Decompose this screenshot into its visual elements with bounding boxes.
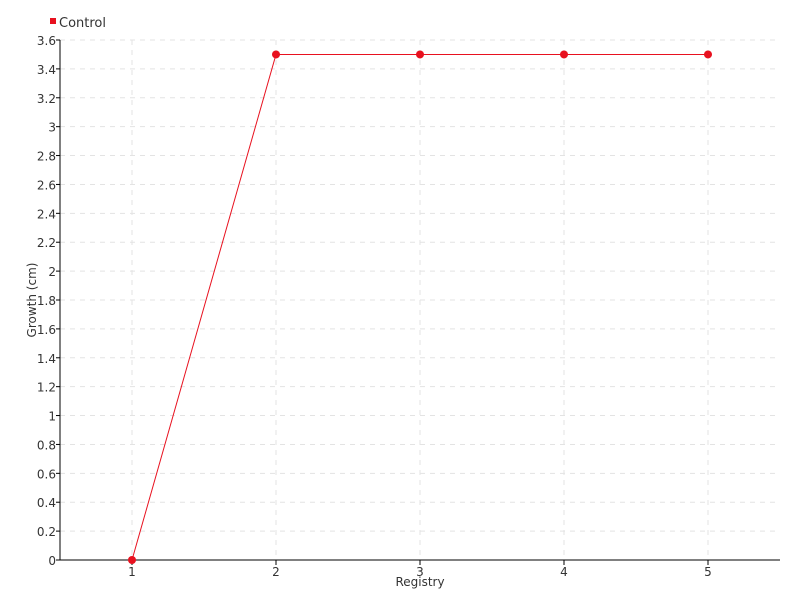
data-point [416,50,424,59]
x-axis-label: Registry [395,575,444,589]
y-tick-label: 2 [48,265,56,279]
x-tick-label: 1 [128,565,136,579]
axes: 0 0.2 0.4 0.6 0.8 1 1.2 1.4 1.6 1.8 2 2.2 2.4 2.6 2.8 3… [37,34,780,579]
y-tick-label: 3.4 [37,63,56,77]
y-tick-label: 2.8 [37,150,56,164]
y-tick-label: 3.6 [37,34,56,48]
data-point [560,50,568,59]
y-axis-label: Growth (cm) [25,263,39,338]
y-tick-label: 0.2 [37,525,56,539]
legend-swatch [50,18,56,24]
y-tick-label: 1.6 [37,323,56,337]
y-tick-label: 0 [48,554,56,568]
y-tick-label: 2.4 [37,207,56,221]
y-tick-label: 1.2 [37,381,56,395]
y-tick-label: 3.2 [37,92,56,106]
x-tick-label: 5 [704,565,712,579]
y-tick-label: 3 [48,121,56,135]
data-point [128,556,136,564]
x-tick-label: 2 [272,565,280,579]
x-tick-label: 4 [560,565,568,579]
series-control [128,50,712,564]
legend-label: Control [59,16,106,31]
data-point [272,50,280,59]
y-tick-label: 2.6 [37,178,56,192]
data-point [704,50,712,59]
y-tick-label: 2.2 [37,236,56,250]
legend[interactable]: Control [50,16,106,31]
grid [60,39,780,560]
y-tick-label: 0.4 [37,496,56,510]
y-tick-label: 1 [48,410,56,424]
y-tick-label: 1.4 [37,352,56,366]
y-tick-label: 0.8 [37,438,56,452]
y-tick-label: 1.8 [37,294,56,308]
x-tick-label: 3 [416,565,424,579]
y-tick-label: 0.6 [37,467,56,481]
